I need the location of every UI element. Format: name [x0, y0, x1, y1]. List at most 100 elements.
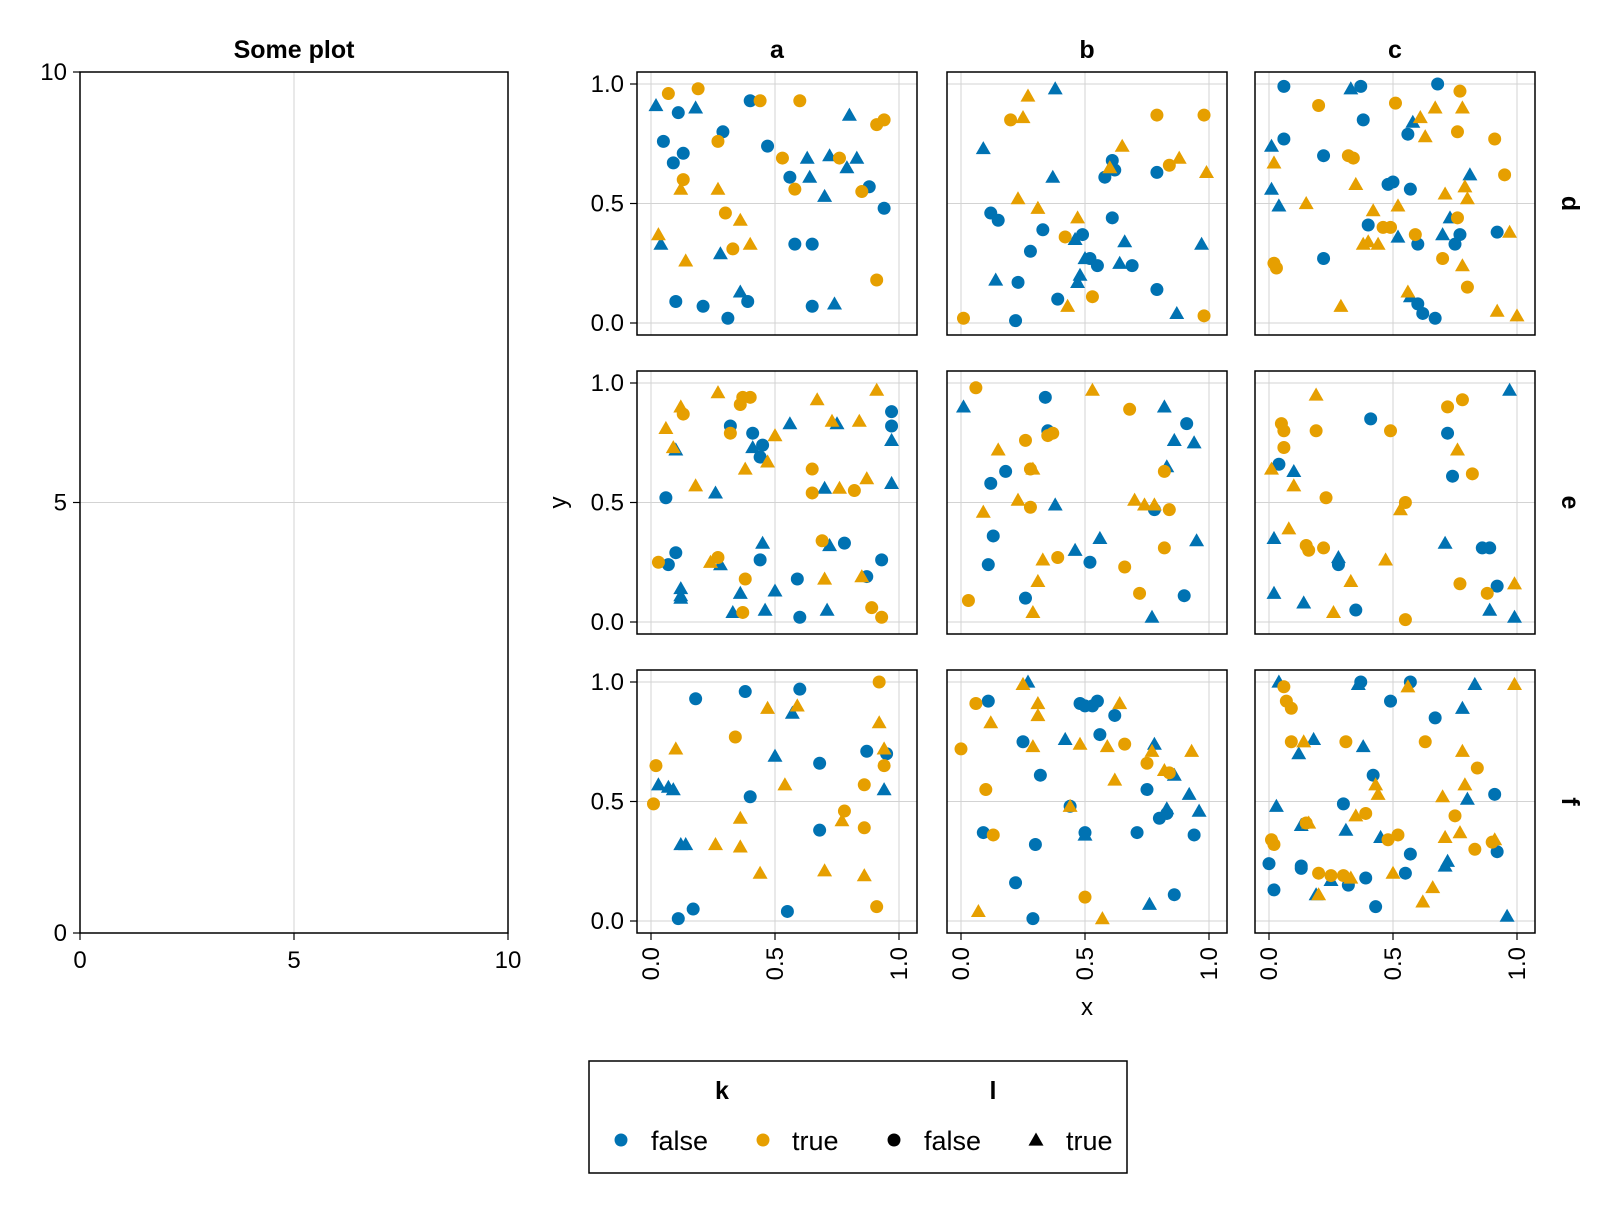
data-point-k-false-circle	[1009, 314, 1023, 328]
data-point-k-true-triangle	[1030, 200, 1046, 214]
data-point-k-true-triangle	[658, 420, 674, 434]
data-point-k-false-circle	[1262, 857, 1276, 871]
left-y-tick-label: 0	[54, 920, 67, 947]
data-point-k-true-triangle	[1015, 676, 1031, 690]
data-point-k-true-triangle	[871, 715, 887, 729]
data-point-k-true-triangle	[970, 904, 986, 917]
data-point-k-true-triangle	[817, 863, 833, 877]
data-point-k-false-triangle	[1291, 746, 1307, 760]
data-point-k-true-circle	[956, 311, 970, 325]
data-point-k-true-circle	[646, 797, 660, 811]
data-point-k-true-circle	[875, 610, 889, 624]
data-point-k-true-circle	[1085, 290, 1099, 304]
data-point-k-false-triangle	[1286, 464, 1302, 477]
data-point-k-false-triangle	[1045, 169, 1061, 183]
data-point-k-true-triangle	[1343, 870, 1359, 884]
data-point-k-false-circle	[1441, 426, 1455, 440]
data-point-k-false-circle	[1130, 826, 1144, 840]
data-point-k-true-circle	[1408, 228, 1422, 242]
data-point-k-false-circle	[1448, 237, 1462, 251]
data-point-k-true-triangle	[673, 181, 689, 195]
data-point-k-false-circle	[986, 529, 1000, 543]
data-point-k-true-triangle	[1368, 777, 1384, 791]
data-point-k-false-circle	[1490, 225, 1504, 239]
data-point-k-true-triangle	[651, 227, 666, 241]
data-point-k-false-triangle	[1047, 497, 1063, 511]
data-point-k-true-circle	[1046, 426, 1060, 440]
data-point-k-true-circle	[691, 82, 705, 96]
facet-panel-c-f: 0.0 0.5 1.0	[1254, 669, 1536, 980]
data-point-k-false-circle	[1453, 228, 1467, 242]
data-point-k-true-circle	[726, 242, 740, 256]
data-point-k-true-triangle	[1378, 552, 1393, 566]
data-point-k-true-circle	[1267, 838, 1281, 852]
data-point-k-true-triangle	[1020, 88, 1036, 102]
data-point-k-false-triangle	[1077, 827, 1093, 841]
data-point-k-false-circle	[716, 125, 730, 139]
data-point-k-true-triangle	[1415, 894, 1431, 908]
data-point-k-false-circle	[1090, 694, 1104, 708]
data-point-k-false-triangle	[745, 440, 761, 454]
data-point-k-true-circle	[1277, 441, 1291, 455]
data-point-k-false-triangle	[767, 583, 783, 597]
data-point-k-false-circle	[1361, 218, 1375, 232]
y-axis-label: y	[545, 497, 572, 509]
data-point-k-true-circle	[649, 759, 663, 773]
data-point-k-true-circle	[832, 151, 846, 165]
data-point-k-true-circle	[1162, 158, 1176, 172]
data-point-k-false-circle	[1490, 579, 1504, 593]
left-x-tick-label: 10	[495, 947, 522, 974]
data-point-k-false-triangle	[817, 480, 833, 494]
data-point-k-false-triangle	[1435, 227, 1451, 241]
facet-panel-c-e	[1254, 370, 1536, 635]
data-point-k-false-triangle	[1166, 432, 1182, 446]
data-point-k-true-triangle	[1370, 236, 1386, 250]
data-point-k-false-circle	[656, 134, 670, 148]
data-point-k-true-circle	[1453, 577, 1467, 591]
data-point-k-false-circle	[1108, 708, 1122, 722]
data-point-k-false-circle	[1428, 711, 1442, 725]
data-point-k-true-circle	[1309, 424, 1323, 438]
data-point-k-true-triangle	[990, 442, 1006, 456]
data-point-k-false-circle	[793, 610, 807, 624]
data-point-k-true-circle	[1470, 761, 1484, 775]
data-point-k-true-triangle	[851, 413, 867, 427]
left-y-tick-label: 5	[54, 490, 67, 517]
facet-panel-b-f: 0.0 0.5 1.0	[946, 669, 1228, 980]
data-point-k-true-circle	[1398, 613, 1412, 627]
panel-frame	[1254, 71, 1536, 336]
data-point-k-true-triangle	[859, 471, 875, 485]
data-point-k-true-triangle	[1184, 743, 1200, 757]
data-point-k-false-triangle	[1502, 382, 1517, 396]
facet-row-label-f: f	[1556, 797, 1584, 806]
data-point-k-false-triangle	[1194, 236, 1209, 250]
data-point-k-false-circle	[1187, 828, 1201, 842]
data-point-k-false-circle	[1009, 876, 1023, 890]
data-point-k-false-circle	[753, 450, 767, 464]
data-point-k-true-triangle	[1085, 382, 1100, 396]
data-point-k-true-circle	[954, 742, 968, 756]
data-point-k-false-triangle	[1459, 791, 1475, 805]
data-point-k-true-triangle	[742, 236, 758, 250]
legend-label-k-false: false	[651, 1126, 708, 1156]
data-point-k-false-triangle	[1355, 739, 1371, 753]
data-point-k-false-circle	[1431, 77, 1445, 91]
facet-panel-a-f: 0.0 0.5 1.0 0.0 0.5 1.0	[591, 669, 918, 980]
data-point-k-true-triangle	[1370, 786, 1386, 800]
data-point-k-false-circle	[1398, 866, 1412, 880]
legend-frame	[588, 1060, 1128, 1174]
data-point-k-false-circle	[1317, 251, 1331, 265]
data-point-k-true-triangle	[983, 715, 999, 729]
data-point-k-false-triangle	[802, 169, 818, 183]
data-point-k-false-triangle	[1331, 550, 1346, 564]
data-point-k-false-circle	[1403, 182, 1417, 196]
data-point-k-true-circle	[1078, 890, 1092, 904]
data-point-k-false-circle	[1272, 457, 1286, 471]
left-plot-title: Some plot	[234, 36, 356, 64]
data-point-k-false-triangle	[713, 246, 728, 260]
data-point-k-true-triangle	[1264, 461, 1279, 475]
data-point-k-false-circle	[1354, 79, 1368, 93]
data-point-k-true-circle	[865, 601, 879, 615]
data-point-k-true-circle	[1302, 543, 1316, 557]
data-point-k-true-circle	[1118, 737, 1132, 751]
